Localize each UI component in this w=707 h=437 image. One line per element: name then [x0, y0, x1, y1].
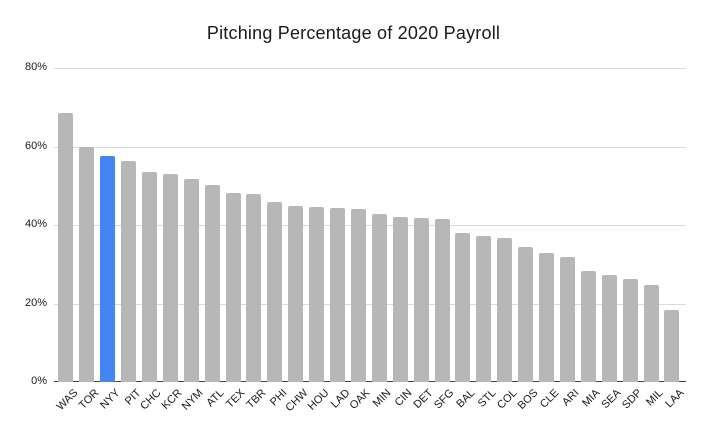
- bar-MIL[interactable]: [643, 285, 659, 382]
- y-axis-label-80: 80%: [24, 61, 47, 73]
- y-axis-label-40: 40%: [24, 218, 47, 230]
- y-axis-label-0: 0%: [31, 375, 47, 387]
- x-axis-line: [54, 381, 686, 382]
- y-axis-label-20: 20%: [24, 296, 47, 309]
- bar-MIN[interactable]: [371, 214, 387, 382]
- bar-PIT[interactable]: [121, 161, 136, 382]
- bar-TEX[interactable]: [225, 193, 241, 382]
- bar-PHI[interactable]: [267, 201, 283, 382]
- bar-ATL[interactable]: [204, 184, 220, 382]
- bar-WAS[interactable]: [58, 113, 74, 382]
- bar-CHC[interactable]: [141, 171, 157, 382]
- plot-area: [54, 68, 686, 382]
- bar-CIN[interactable]: [392, 216, 408, 382]
- bar-TOR[interactable]: [79, 146, 95, 382]
- bar-OAK[interactable]: [350, 208, 366, 382]
- gridline-60: [54, 146, 686, 148]
- bar-TBR[interactable]: [246, 194, 262, 382]
- bar-DET[interactable]: [413, 217, 429, 382]
- gridline-20: [54, 303, 686, 305]
- bar-LAD[interactable]: [330, 207, 345, 382]
- bar-NYM[interactable]: [183, 178, 199, 382]
- bar-LAA[interactable]: [664, 310, 680, 382]
- bar-HOU[interactable]: [309, 207, 325, 382]
- bar-SEA[interactable]: [601, 274, 617, 382]
- bar-BAL[interactable]: [455, 233, 471, 382]
- chart-title: Pitching Percentage of 2020 Payroll: [206, 23, 501, 43]
- gridline-40: [54, 225, 686, 226]
- bar-SDP[interactable]: [622, 279, 638, 382]
- bar-KCR[interactable]: [162, 173, 178, 382]
- bar-CHW[interactable]: [288, 205, 304, 382]
- bar-BOS[interactable]: [518, 246, 534, 382]
- bar-COL[interactable]: [497, 237, 513, 382]
- bar-CLE[interactable]: [539, 252, 554, 382]
- bar-MIA[interactable]: [580, 271, 596, 382]
- bar-NYY-highlighted[interactable]: [100, 155, 116, 382]
- bar-STL[interactable]: [476, 235, 492, 382]
- bar-SFG[interactable]: [434, 219, 450, 382]
- gridline-80: [54, 68, 686, 69]
- y-axis-label-60: 60%: [24, 139, 47, 152]
- bar-ARI[interactable]: [559, 256, 575, 382]
